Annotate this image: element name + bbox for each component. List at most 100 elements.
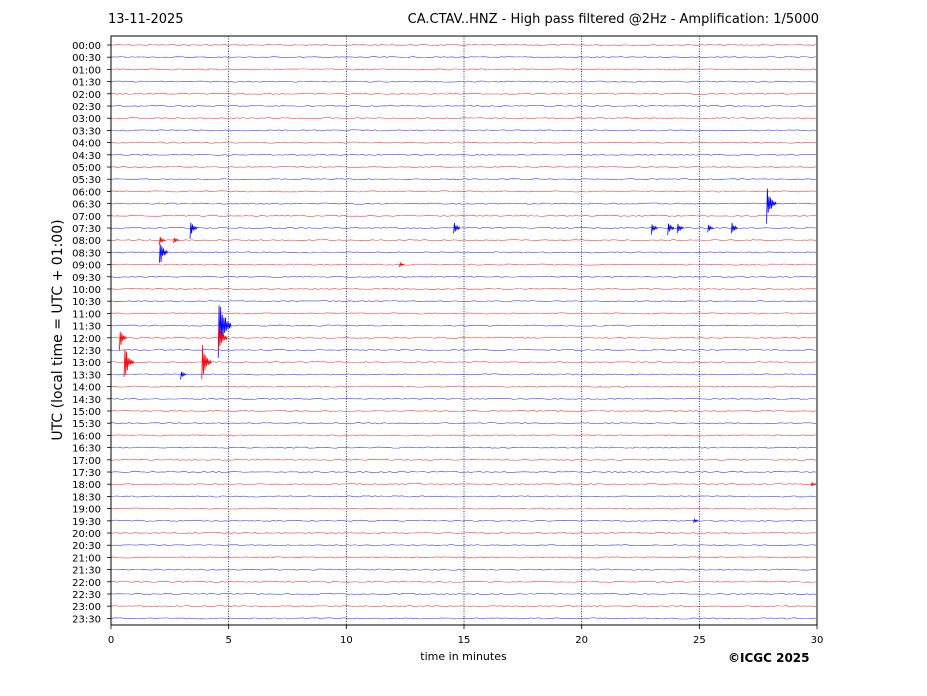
trace-line <box>110 458 817 461</box>
trace-line <box>110 605 817 608</box>
y-tick-label: 00:30 <box>72 53 101 64</box>
y-tick-label: 22:00 <box>72 578 101 589</box>
y-tick-label: 03:30 <box>72 126 101 137</box>
trace-line <box>110 117 817 120</box>
trace-line <box>110 324 817 327</box>
y-tick-label: 13:00 <box>72 358 101 369</box>
y-tick-label: 16:30 <box>72 444 101 455</box>
y-tick-label: 18:30 <box>72 492 101 503</box>
trace-line <box>110 519 817 522</box>
seismic-event <box>667 223 675 236</box>
trace-line <box>110 446 817 449</box>
trace-line <box>110 617 817 620</box>
trace-line <box>110 56 817 59</box>
date-label: 13-11-2025 <box>108 12 184 27</box>
chart-title: CA.CTAV..HNZ - High pass filtered @2Hz -… <box>407 12 819 27</box>
seismic-event <box>810 482 817 487</box>
y-tick-label: 19:30 <box>72 517 101 528</box>
seismic-event <box>201 344 212 380</box>
trace-line <box>110 214 817 217</box>
trace-line <box>110 556 817 559</box>
y-tick-label: 08:30 <box>72 248 101 259</box>
trace-line <box>110 92 817 95</box>
copyright-label: ©ICGC 2025 <box>728 651 810 665</box>
y-tick-label: 02:00 <box>72 90 101 101</box>
y-tick-label: 08:00 <box>72 236 101 247</box>
seismic-event <box>217 325 228 351</box>
y-tick-label: 06:00 <box>72 187 101 198</box>
trace-line <box>110 129 817 132</box>
y-tick-label: 14:00 <box>72 383 101 394</box>
trace-line <box>110 166 817 168</box>
trace-line <box>110 239 817 242</box>
trace-line <box>110 190 817 193</box>
seismic-event <box>159 237 166 245</box>
seismic-event <box>217 305 232 358</box>
y-tick-label: 22:30 <box>72 590 101 601</box>
trace-line <box>110 44 817 46</box>
y-tick-label: 02:30 <box>72 102 101 113</box>
trace-line <box>110 263 817 266</box>
trace-line <box>110 105 817 107</box>
y-tick-label: 17:30 <box>72 468 101 479</box>
x-tick-label: 5 <box>225 635 231 646</box>
y-tick-label: 12:00 <box>72 334 101 345</box>
trace-line <box>110 300 817 303</box>
seismic-event <box>676 223 684 234</box>
trace-line <box>110 80 816 83</box>
x-tick-label: 10 <box>340 635 353 646</box>
trace-line <box>110 373 817 376</box>
seismic-event <box>119 331 127 351</box>
seismic-event <box>399 261 405 268</box>
trace-line <box>110 288 817 290</box>
y-tick-label: 16:00 <box>72 431 101 442</box>
trace-line <box>110 202 817 205</box>
y-tick-label: 04:00 <box>72 139 101 150</box>
trace-line <box>110 532 817 534</box>
y-tick-label: 21:00 <box>72 553 101 564</box>
y-tick-label: 01:00 <box>72 65 101 76</box>
y-tick-label: 07:30 <box>72 224 101 235</box>
y-tick-label: 23:00 <box>72 602 101 613</box>
y-tick-label: 07:00 <box>72 212 101 223</box>
y-tick-label: 12:30 <box>72 346 101 357</box>
y-tick-label: 15:00 <box>72 407 101 418</box>
trace-line <box>110 227 817 229</box>
trace-line <box>110 251 817 254</box>
y-tick-label: 09:00 <box>72 261 101 272</box>
trace-line <box>110 275 817 278</box>
x-axis-label: time in minutes <box>420 650 507 663</box>
x-tick-label: 15 <box>458 635 471 646</box>
y-tick-label: 13:30 <box>72 370 101 381</box>
y-tick-label: 15:30 <box>72 419 101 430</box>
seismic-event <box>453 222 461 234</box>
trace-line <box>110 397 817 400</box>
y-tick-label: 11:00 <box>72 309 101 320</box>
y-tick-label: 00:00 <box>72 41 101 52</box>
seismic-event <box>707 224 714 233</box>
trace-line <box>110 568 817 571</box>
trace-line <box>110 580 817 583</box>
trace-line <box>110 507 817 510</box>
trace-line <box>110 141 817 144</box>
seismic-event <box>693 517 699 524</box>
x-tick-label: 30 <box>811 635 824 646</box>
seismic-event <box>173 237 180 244</box>
trace-line <box>110 410 817 412</box>
y-tick-label: 20:30 <box>72 541 101 552</box>
y-tick-label: 10:00 <box>72 285 101 296</box>
trace-line <box>110 593 817 595</box>
seismic-event <box>180 371 187 380</box>
y-tick-label: 19:00 <box>72 505 101 516</box>
trace-line <box>110 385 817 388</box>
seismic-event <box>159 244 168 263</box>
y-axis-label: UTC (local time = UTC + 01:00) <box>50 219 66 441</box>
y-tick-label: 01:30 <box>72 78 101 89</box>
y-tick-label: 18:00 <box>72 480 101 491</box>
trace-line <box>110 483 817 486</box>
seismic-event <box>189 222 198 239</box>
y-tick-label: 03:00 <box>72 114 101 125</box>
trace-line <box>110 434 817 437</box>
trace-line <box>110 361 817 364</box>
